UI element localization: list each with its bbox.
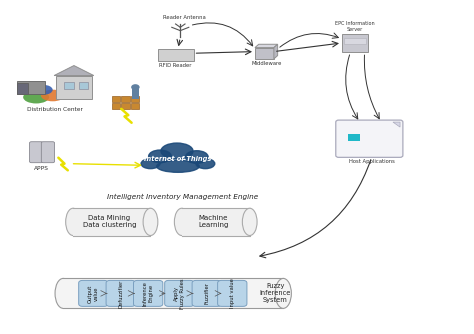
Ellipse shape: [161, 143, 193, 159]
FancyBboxPatch shape: [164, 281, 194, 306]
Bar: [344, 38, 366, 44]
Ellipse shape: [156, 160, 199, 172]
Text: Apply
Fuzzy Rules: Apply Fuzzy Rules: [174, 278, 185, 309]
Text: RFID Reader: RFID Reader: [159, 62, 192, 67]
Ellipse shape: [66, 208, 81, 235]
Bar: [131, 96, 139, 102]
Bar: [132, 89, 139, 100]
Ellipse shape: [23, 91, 49, 104]
FancyBboxPatch shape: [134, 281, 163, 306]
FancyBboxPatch shape: [192, 281, 221, 306]
Polygon shape: [255, 44, 278, 47]
Text: Intelligent Inventory Management Engine: Intelligent Inventory Management Engine: [107, 194, 258, 200]
Text: Data Mining
Data clustering: Data Mining Data clustering: [82, 215, 136, 228]
Text: Host Applications: Host Applications: [349, 159, 395, 164]
Bar: [56, 75, 92, 99]
Text: Internet of Things: Internet of Things: [144, 156, 211, 162]
Ellipse shape: [174, 208, 189, 235]
Text: Fuzzy
Inference
System: Fuzzy Inference System: [260, 283, 291, 303]
Bar: [131, 103, 139, 109]
Text: Defuzzifier: Defuzzifier: [118, 279, 123, 308]
Ellipse shape: [149, 150, 171, 163]
Ellipse shape: [41, 90, 64, 101]
FancyBboxPatch shape: [106, 281, 136, 306]
Bar: [121, 103, 130, 109]
Bar: [112, 103, 120, 109]
Polygon shape: [274, 44, 278, 59]
Text: Fuzzifier: Fuzzifier: [204, 282, 209, 304]
Bar: [182, 208, 250, 235]
FancyBboxPatch shape: [218, 281, 247, 306]
Bar: [348, 134, 360, 141]
Bar: [342, 34, 368, 52]
Bar: [112, 96, 120, 102]
Bar: [63, 279, 283, 308]
Text: Middleware: Middleware: [251, 61, 282, 66]
Ellipse shape: [55, 279, 71, 308]
Ellipse shape: [143, 208, 158, 235]
Ellipse shape: [131, 84, 140, 90]
Bar: [73, 208, 150, 235]
Bar: [17, 83, 27, 94]
Ellipse shape: [141, 159, 160, 169]
Bar: [121, 96, 130, 102]
Text: Distribution Center: Distribution Center: [27, 107, 83, 112]
Bar: [17, 81, 45, 94]
Text: Input value: Input value: [230, 279, 235, 308]
FancyBboxPatch shape: [29, 142, 43, 163]
Text: Output
value: Output value: [88, 284, 99, 303]
Ellipse shape: [196, 159, 215, 169]
FancyBboxPatch shape: [79, 281, 108, 306]
FancyBboxPatch shape: [41, 142, 55, 163]
Ellipse shape: [275, 279, 292, 308]
Text: Inference
Engine: Inference Engine: [143, 281, 154, 306]
Polygon shape: [393, 122, 400, 127]
Text: Machine
Learning: Machine Learning: [198, 215, 228, 228]
Text: EPC Information
Server: EPC Information Server: [335, 21, 375, 32]
Bar: [255, 47, 274, 59]
Ellipse shape: [34, 85, 53, 95]
Bar: [157, 49, 193, 60]
FancyBboxPatch shape: [336, 120, 403, 157]
Bar: [79, 82, 88, 89]
Text: APPS: APPS: [34, 166, 49, 171]
Polygon shape: [54, 65, 94, 75]
Bar: [64, 82, 74, 89]
Ellipse shape: [185, 151, 208, 163]
Ellipse shape: [242, 208, 257, 235]
Text: Reader Antenna: Reader Antenna: [163, 15, 205, 20]
